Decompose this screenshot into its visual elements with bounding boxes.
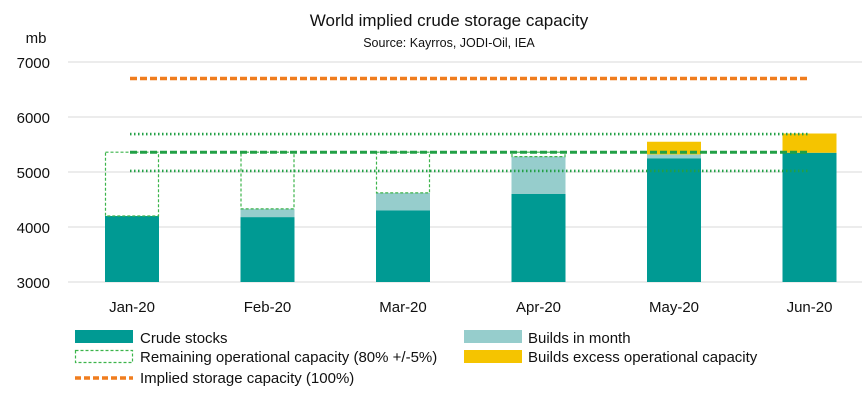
bar-builds-in-month-may-20 [647, 154, 701, 159]
x-axis-ticks: Jan-20 Feb-20 Mar-20 Apr-20 May-20 Jun-20 [109, 299, 832, 316]
legend: Crude stocks Builds in month Remaining o… [74, 330, 758, 387]
reference-lines [130, 76, 808, 173]
y-axis-unit-label: mb [26, 30, 47, 47]
legend-label-implied-capacity: Implied storage capacity (100%) [140, 370, 354, 387]
chart-title: World implied crude storage capacity [310, 11, 589, 30]
bar-crude-stocks-mar-20 [376, 210, 430, 282]
legend-label-builds-in-month: Builds in month [528, 330, 631, 347]
y-tick-label-5000: 5000 [17, 165, 50, 182]
bar-crude-stocks-jun-20 [782, 152, 837, 282]
legend-swatch-builds-excess [464, 350, 522, 363]
chart-subtitle: Source: Kayrros, JODI-Oil, IEA [363, 36, 535, 50]
bar-remaining-operational-capacity-80-5-mar-20 [375, 151, 431, 194]
legend-label-remaining-capacity: Remaining operational capacity (80% +/-5… [140, 349, 437, 366]
legend-swatch-crude-stocks [75, 330, 133, 343]
bar-remaining-operational-capacity-80-5-apr-20 [511, 151, 566, 158]
y-axis-ticks: 3000 4000 5000 6000 7000 [17, 55, 50, 292]
x-tick-label-jun-20: Jun-20 [787, 299, 833, 316]
bar-crude-stocks-jan-20 [105, 216, 159, 282]
y-tick-label-6000: 6000 [17, 110, 50, 127]
x-tick-label-mar-20: Mar-20 [379, 299, 427, 316]
bar-builds-in-month-mar-20 [376, 192, 430, 211]
bar-remaining-operational-capacity-80-5-jan-20 [104, 151, 160, 217]
bar-remaining-operational-capacity-80-5-feb-20 [240, 151, 295, 210]
bars [104, 133, 837, 282]
y-tick-label-4000: 4000 [17, 220, 50, 237]
bar-builds-excess-operational-capacity-jun-20 [782, 133, 837, 153]
x-tick-label-apr-20: Apr-20 [516, 299, 561, 316]
gridlines [68, 61, 862, 283]
legend-label-crude-stocks: Crude stocks [140, 330, 228, 347]
legend-swatch-remaining-capacity [74, 349, 134, 364]
bar-builds-in-month-apr-20 [511, 156, 566, 194]
x-tick-label-jan-20: Jan-20 [109, 299, 155, 316]
legend-swatch-builds-in-month [464, 330, 522, 343]
bar-crude-stocks-feb-20 [240, 217, 295, 282]
bar-crude-stocks-may-20 [647, 158, 701, 282]
y-tick-label-7000: 7000 [17, 55, 50, 72]
bar-crude-stocks-apr-20 [511, 194, 566, 282]
legend-label-builds-excess: Builds excess operational capacity [528, 349, 758, 366]
x-tick-label-feb-20: Feb-20 [244, 299, 292, 316]
x-tick-label-may-20: May-20 [649, 299, 699, 316]
y-tick-label-3000: 3000 [17, 275, 50, 292]
bar-builds-in-month-feb-20 [240, 208, 295, 218]
